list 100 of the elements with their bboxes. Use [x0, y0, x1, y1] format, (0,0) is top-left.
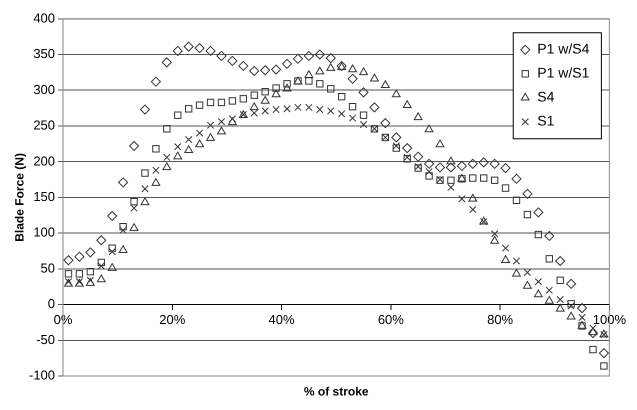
point: [141, 169, 149, 177]
point: [523, 280, 532, 289]
x-tick-label: 40%: [268, 312, 296, 327]
point: [240, 95, 247, 102]
point: [478, 157, 489, 168]
point: [196, 129, 204, 137]
point: [556, 276, 564, 284]
point: [556, 296, 564, 304]
point: [238, 60, 248, 71]
point: [424, 158, 434, 169]
point: [338, 110, 346, 118]
point: [63, 255, 74, 266]
point: [469, 174, 476, 182]
point: [108, 263, 117, 271]
point: [424, 124, 434, 132]
point: [74, 252, 84, 262]
y-tick-label: 400: [33, 10, 56, 26]
point: [446, 156, 456, 164]
point: [360, 120, 368, 128]
x-tick-label: 100%: [592, 312, 626, 327]
point: [130, 204, 138, 212]
point: [555, 256, 566, 266]
point: [305, 77, 313, 85]
point: [141, 185, 149, 193]
point: [425, 168, 433, 176]
point: [163, 154, 171, 162]
point: [578, 314, 586, 322]
point: [108, 248, 116, 256]
point: [326, 63, 336, 71]
point: [206, 122, 214, 129]
point: [107, 210, 118, 221]
point: [76, 270, 84, 278]
point: [468, 158, 478, 169]
point: [348, 64, 357, 72]
point: [130, 223, 138, 231]
point: [261, 88, 269, 96]
point: [119, 223, 127, 230]
point: [86, 278, 95, 286]
y-tick-label: 300: [33, 82, 56, 97]
point: [184, 42, 194, 52]
point: [348, 114, 356, 122]
y-tick-label: 0: [48, 296, 56, 312]
point: [173, 152, 182, 160]
point: [96, 274, 106, 282]
point: [391, 132, 402, 142]
point: [392, 144, 400, 152]
point: [129, 140, 140, 151]
point: [227, 56, 238, 66]
y-tick-label: 50: [40, 260, 56, 276]
point: [402, 100, 412, 108]
point: [250, 109, 258, 117]
point: [326, 53, 336, 64]
point: [566, 278, 576, 289]
point: [249, 66, 260, 76]
point: [119, 226, 127, 234]
point: [260, 65, 270, 76]
point: [598, 348, 609, 358]
point: [206, 98, 214, 106]
point: [524, 210, 532, 218]
point: [174, 142, 182, 150]
point: [283, 80, 291, 88]
y-axis-title: Blade Force (N): [12, 153, 26, 242]
point: [316, 80, 324, 88]
point: [272, 90, 280, 98]
point: [380, 80, 390, 88]
point: [588, 328, 598, 338]
x-axis-title: % of stroke: [304, 384, 369, 398]
point: [490, 230, 498, 238]
point: [566, 312, 576, 320]
point: [316, 106, 324, 114]
y-tick-label: 350: [33, 46, 56, 62]
legend-label: S4: [537, 88, 555, 105]
point: [216, 50, 226, 61]
point: [118, 245, 128, 254]
point: [446, 162, 456, 172]
point: [556, 304, 565, 312]
point: [500, 163, 511, 174]
point: [369, 102, 380, 112]
point: [130, 198, 138, 206]
point: [163, 125, 171, 132]
x-tick-label: 80%: [487, 312, 514, 327]
point: [490, 236, 500, 244]
point: [195, 140, 204, 148]
point: [380, 118, 390, 128]
point: [271, 64, 282, 75]
point: [174, 112, 182, 119]
point: [250, 92, 258, 99]
point: [250, 102, 259, 110]
point: [469, 206, 476, 214]
y-tick-label: 100: [33, 224, 56, 240]
point: [447, 184, 455, 192]
point: [228, 115, 236, 122]
point: [392, 90, 401, 98]
point: [152, 178, 160, 186]
legend-label: S1: [537, 112, 555, 129]
point: [315, 66, 324, 74]
point: [98, 258, 105, 266]
point: [261, 107, 269, 115]
point: [294, 104, 302, 112]
point: [152, 166, 160, 174]
